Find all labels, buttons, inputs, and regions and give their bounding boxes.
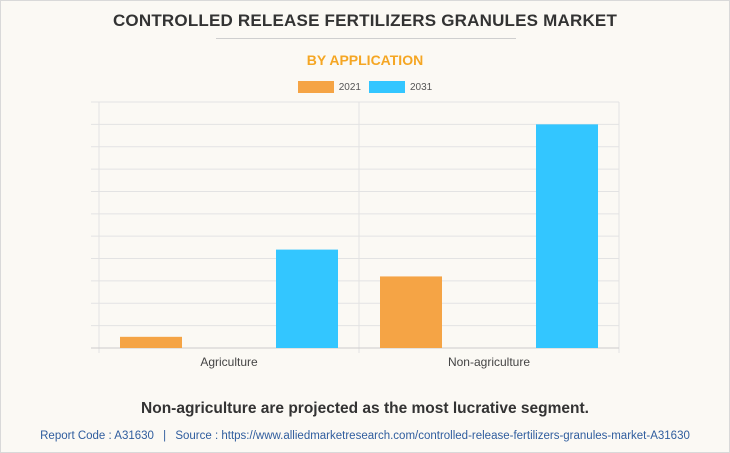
bar-2021-non-agriculture bbox=[380, 276, 442, 348]
bar-2021-agriculture bbox=[120, 336, 182, 348]
chart-subtitle: BY APPLICATION bbox=[306, 52, 424, 68]
bar-2031-agriculture bbox=[276, 249, 338, 348]
x-tick-label: Agriculture bbox=[200, 355, 258, 369]
legend-swatch-2021 bbox=[297, 81, 334, 93]
source-footer: Report Code : A31630 | Source : https://… bbox=[1, 430, 729, 442]
legend-swatch-2031 bbox=[369, 81, 405, 93]
footer-separator: | bbox=[163, 430, 167, 442]
x-tick-label: Non-agriculture bbox=[448, 355, 530, 369]
title-divider bbox=[216, 38, 516, 39]
legend-label-2031: 2031 bbox=[410, 81, 433, 93]
chart-legend: 2021 2031 bbox=[1, 81, 729, 93]
key-takeaway: Non-agriculture are projected as the mos… bbox=[141, 400, 589, 417]
legend-label-2021: 2021 bbox=[338, 81, 361, 93]
bar-2031-non-agriculture bbox=[536, 124, 598, 348]
legend-item-2021: 2021 bbox=[297, 81, 361, 93]
legend-item-2031: 2031 bbox=[369, 81, 432, 93]
report-code: Report Code : A31630 bbox=[40, 430, 154, 442]
chart-title: CONTROLLED RELEASE FERTILIZERS GRANULES … bbox=[112, 11, 618, 30]
source-link[interactable]: Source : https://www.alliedmarketresearc… bbox=[175, 430, 690, 442]
